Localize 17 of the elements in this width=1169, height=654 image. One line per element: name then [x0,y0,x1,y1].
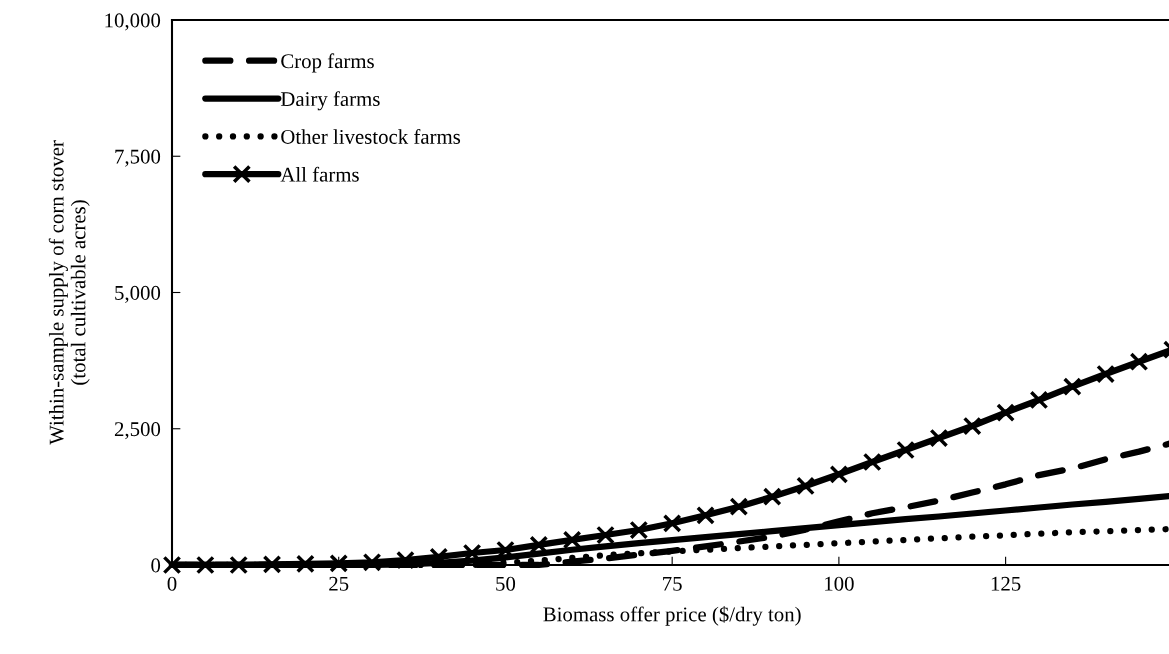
y-tick-label: 7,500 [115,149,161,167]
y-axis-title: Within-sample supply of corn stover (total cultivable acres) [48,140,90,445]
y-tick-label: 5,000 [115,285,161,303]
x-tick-label: 125 [991,576,1021,591]
x-tick-label: 100 [825,576,854,591]
x-tick-label: 25 [329,576,349,591]
y-tick-label: 0 [151,558,161,573]
legend-label: Dairy farms [280,91,380,111]
legend-label: Crop farms [281,53,374,73]
legend-label: All farms [280,166,359,182]
legend-label: Other livestock farms [281,129,461,144]
x-axis-title: Biomass offer price ($/dry ton) [543,606,801,626]
x-tick-label: 75 [663,576,682,591]
x-tick-label: 50 [496,576,516,591]
y-tick-label: 2,500 [114,422,161,440]
x-tick-label: 0 [167,576,177,591]
y-tick-label: 10,000 [105,13,161,31]
